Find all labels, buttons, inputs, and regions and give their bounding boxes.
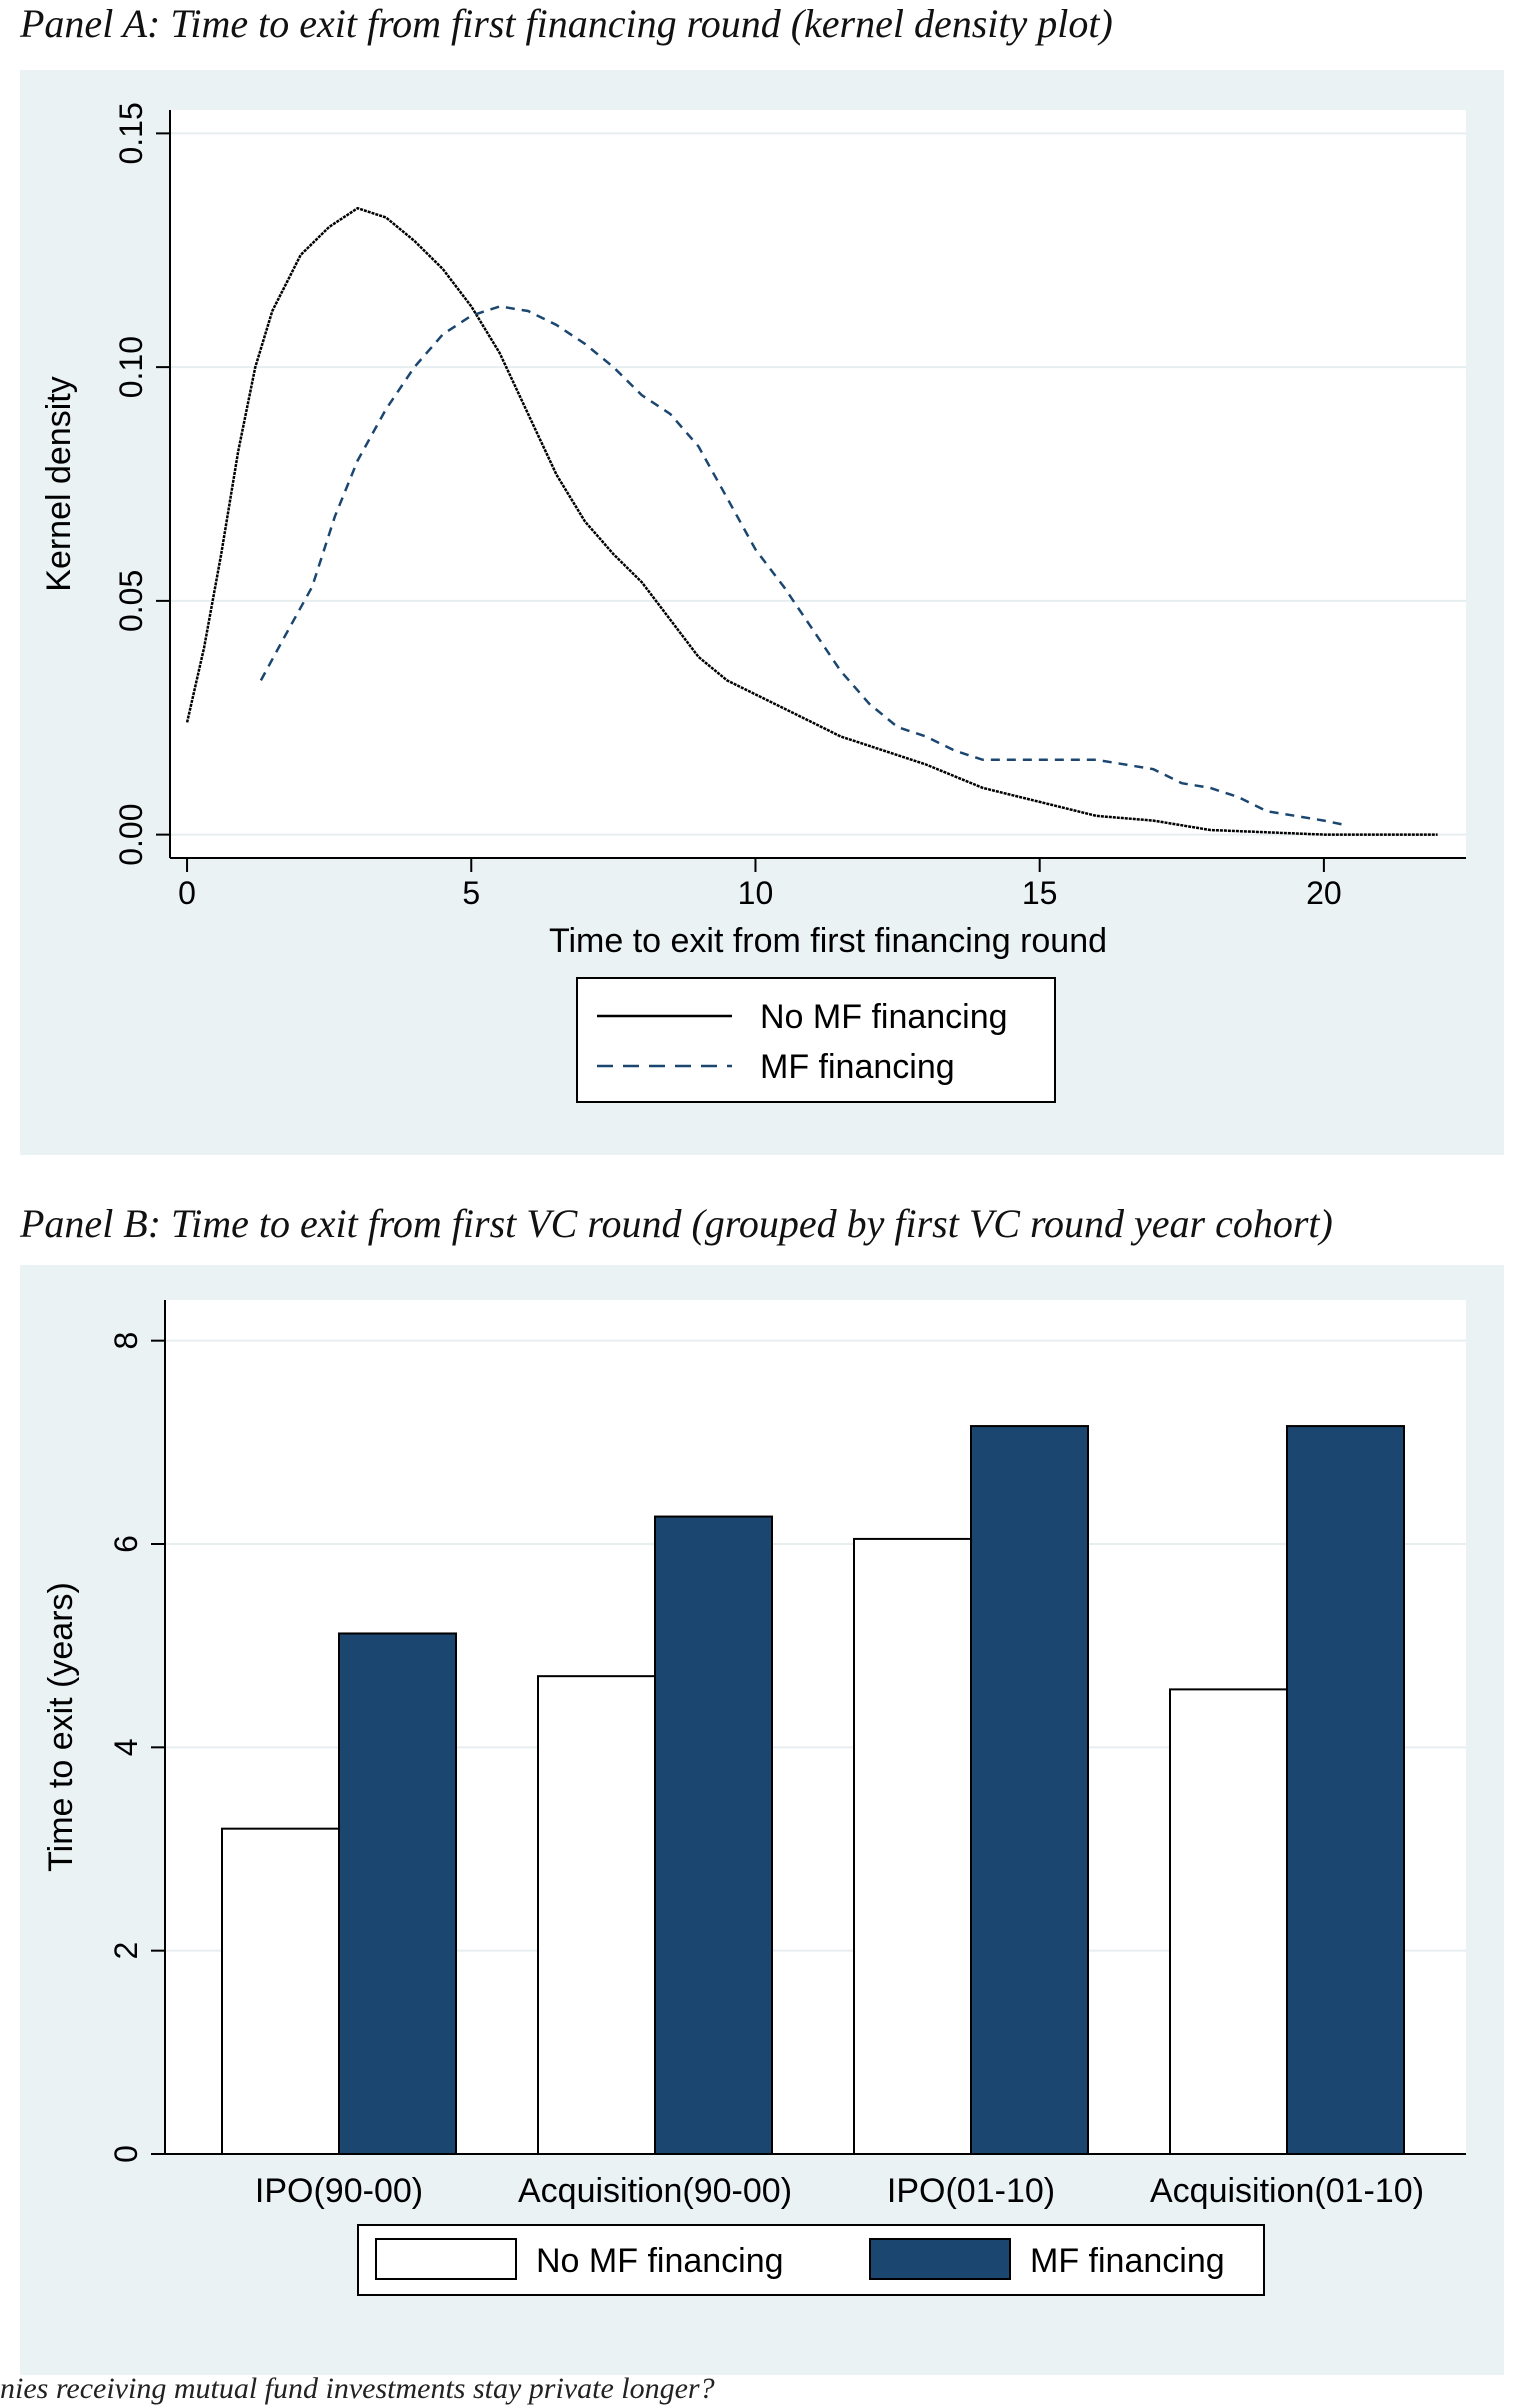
y-tick-label: 8 bbox=[108, 1332, 144, 1350]
x-tick-label: 0 bbox=[178, 875, 196, 911]
legend-box bbox=[576, 977, 1056, 1103]
plot-area bbox=[170, 110, 1466, 858]
bar-no-mf bbox=[853, 1537, 972, 2155]
legend-label-mf: MF financing bbox=[1030, 2242, 1225, 2280]
bar-mf bbox=[338, 1632, 457, 2155]
y-tick-label: 0.15 bbox=[113, 102, 149, 164]
y-axis-label: Kernel density bbox=[40, 376, 78, 591]
y-tick-label: 2 bbox=[108, 1942, 144, 1960]
bar-mf bbox=[1286, 1425, 1405, 2156]
series-line-no-mf bbox=[185, 206, 1438, 836]
panel-b-title: Panel B: Time to exit from first VC roun… bbox=[20, 1201, 1333, 1246]
x-tick-label: 10 bbox=[738, 875, 774, 911]
y-tick-label: 0.00 bbox=[113, 803, 149, 865]
kernel-density-chart: 0.00 0.05 0.10 0.15 0 5 10 15 20 Kernel density Ti… bbox=[20, 70, 1504, 1155]
legend-swatch-no-mf bbox=[375, 2238, 517, 2280]
x-category-label: Acquisition(90-00) bbox=[518, 2172, 792, 2210]
y-tick-label: 6 bbox=[108, 1535, 144, 1553]
panel-a-title: Panel A: Time to exit from first financi… bbox=[20, 1, 1113, 46]
x-axis-label: Time to exit from first financing round bbox=[549, 922, 1107, 960]
y-tick-label: 0.05 bbox=[113, 570, 149, 632]
footer-text: nies receiving mutual fund investments s… bbox=[0, 2372, 715, 2405]
legend-label-no-mf: No MF financing bbox=[536, 2242, 784, 2280]
bar-mf bbox=[654, 1515, 773, 2155]
x-category-label: Acquisition(01-10) bbox=[1150, 2172, 1424, 2210]
series-line-mf bbox=[259, 305, 1347, 827]
x-tick-label: 5 bbox=[462, 875, 480, 911]
y-axis-label: Time to exit (years) bbox=[42, 1582, 80, 1872]
legend-label-mf: MF financing bbox=[760, 1048, 955, 1086]
bar-chart: 0 2 4 6 8 Time to exit (years) IPO(90-00) Acqui… bbox=[20, 1265, 1504, 2375]
y-tick-label: 4 bbox=[108, 1738, 144, 1756]
legend-swatch-mf bbox=[869, 2238, 1011, 2280]
bar-no-mf bbox=[1169, 1688, 1288, 2155]
legend-label-no-mf: No MF financing bbox=[760, 998, 1008, 1036]
y-tick-label: 0 bbox=[108, 2145, 144, 2163]
x-tick-label: 15 bbox=[1022, 875, 1058, 911]
y-tick-label: 0.10 bbox=[113, 336, 149, 398]
bar-no-mf bbox=[221, 1827, 340, 2156]
bar-no-mf bbox=[537, 1675, 656, 2155]
x-tick-label: 20 bbox=[1306, 875, 1342, 911]
x-category-label: IPO(01-10) bbox=[887, 2172, 1055, 2210]
bar-mf bbox=[970, 1425, 1089, 2156]
x-category-label: IPO(90-00) bbox=[255, 2172, 423, 2210]
